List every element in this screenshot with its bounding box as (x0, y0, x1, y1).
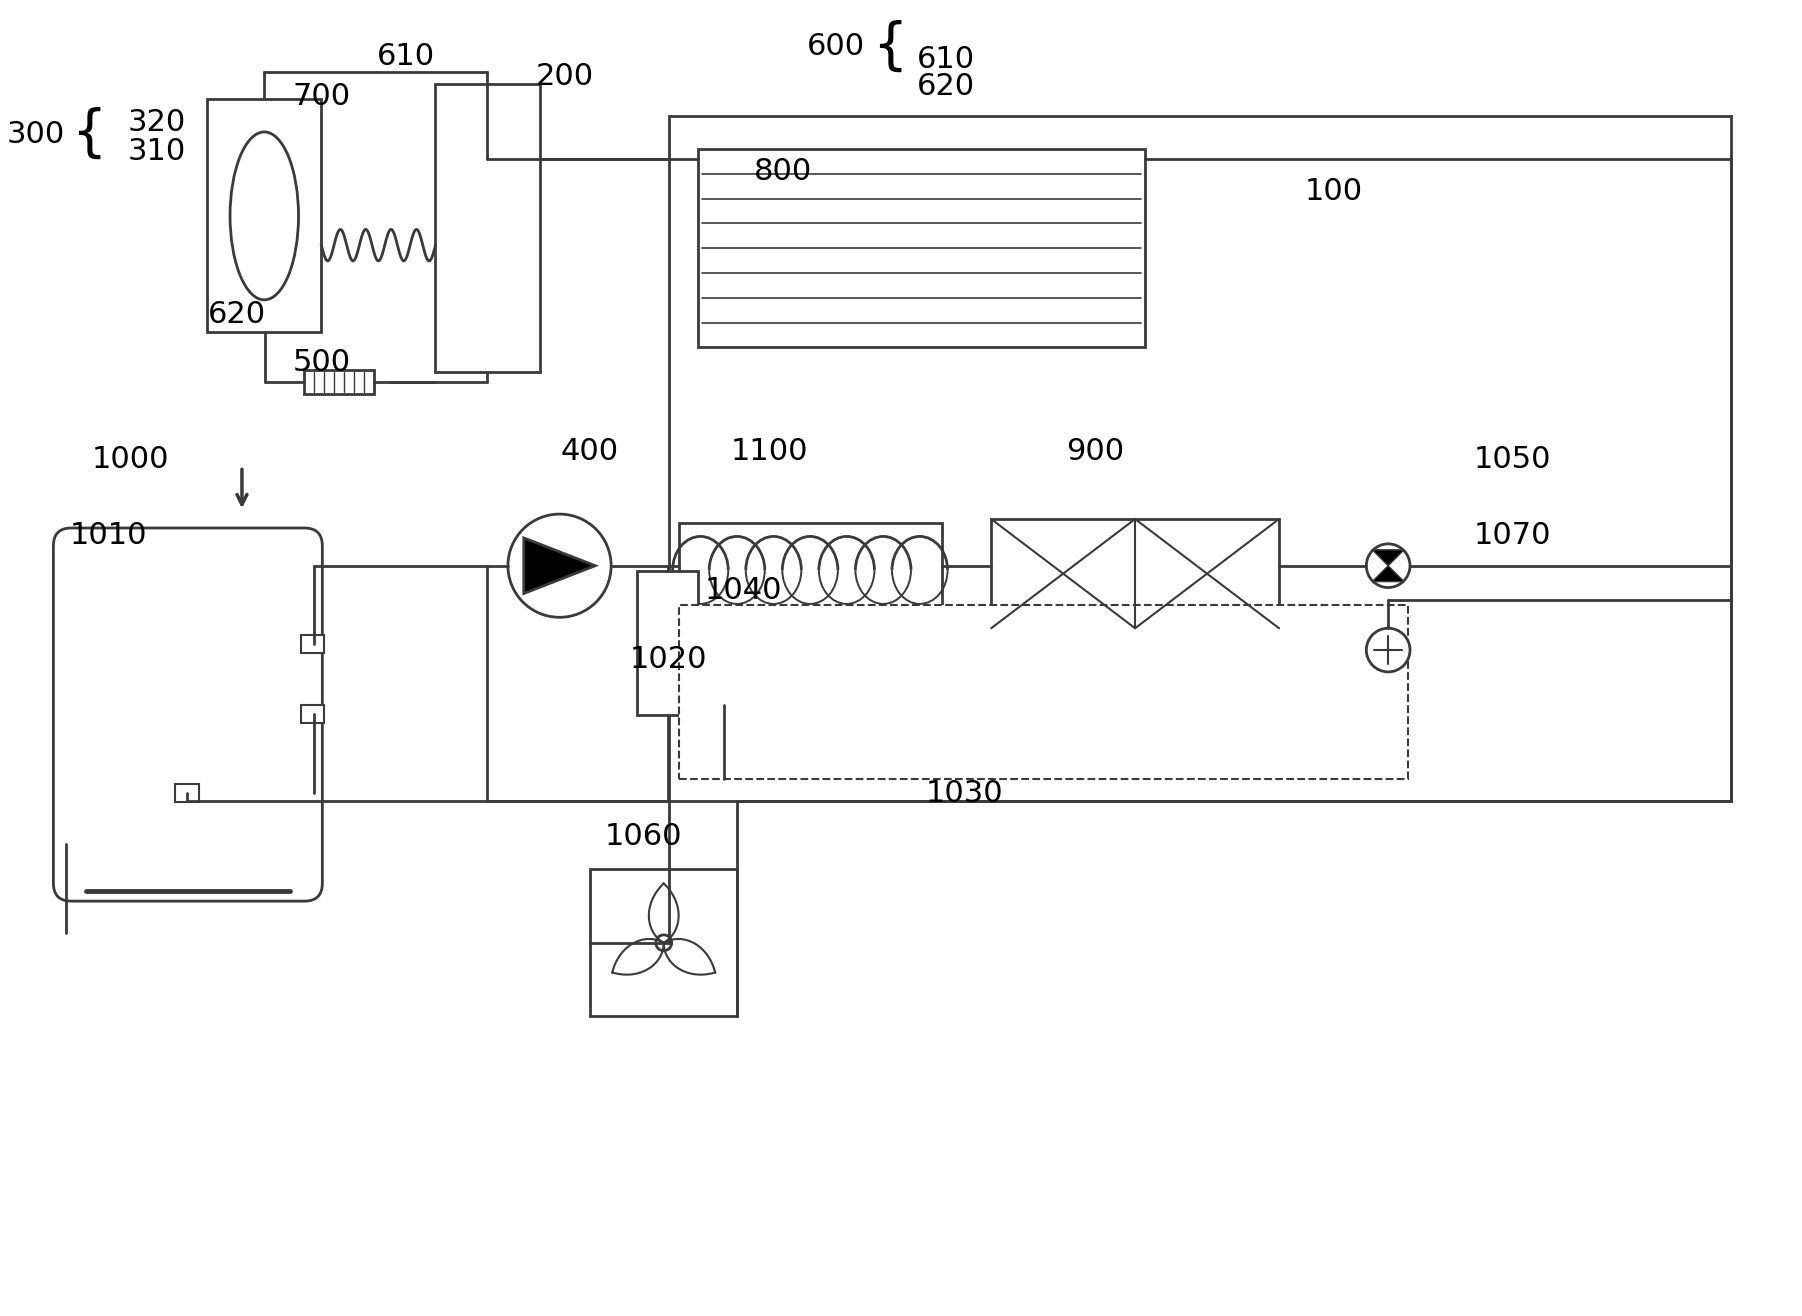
Bar (679, 605, 1407, 779)
Text: 1100: 1100 (732, 437, 809, 466)
Text: 700: 700 (292, 82, 350, 111)
Bar (636, 571, 699, 715)
Bar (301, 704, 324, 722)
Circle shape (508, 515, 611, 617)
Bar (175, 784, 200, 801)
Text: 610: 610 (917, 45, 975, 74)
Text: {: { (72, 107, 106, 161)
Text: 1040: 1040 (705, 576, 782, 605)
Bar (703, 616, 748, 704)
Bar (305, 370, 375, 393)
Text: 800: 800 (753, 157, 813, 187)
Bar (207, 99, 321, 333)
Text: 1010: 1010 (68, 521, 146, 550)
Text: 1020: 1020 (631, 645, 708, 675)
Text: 620: 620 (917, 72, 975, 101)
Text: {: { (872, 20, 908, 74)
Text: 1050: 1050 (1474, 445, 1552, 474)
Polygon shape (1373, 566, 1404, 582)
Text: 310: 310 (128, 137, 186, 166)
Circle shape (1366, 544, 1409, 587)
Bar (436, 84, 539, 372)
Text: 1000: 1000 (92, 445, 169, 474)
Text: 200: 200 (535, 62, 593, 91)
Text: 620: 620 (207, 300, 267, 329)
Text: 1070: 1070 (1474, 521, 1552, 550)
Text: 610: 610 (377, 42, 434, 71)
Text: 900: 900 (1067, 437, 1124, 466)
Bar (679, 522, 942, 617)
Circle shape (1366, 628, 1409, 672)
Bar (699, 149, 1144, 347)
Text: 300: 300 (7, 120, 65, 149)
Text: 1060: 1060 (605, 822, 683, 851)
Bar (669, 116, 1730, 801)
Text: 600: 600 (807, 32, 865, 61)
Ellipse shape (231, 132, 299, 300)
Text: 100: 100 (1305, 178, 1362, 207)
Text: 400: 400 (560, 437, 618, 466)
Circle shape (656, 934, 672, 950)
Bar (301, 636, 324, 653)
Text: 500: 500 (292, 347, 350, 376)
Text: 320: 320 (128, 108, 186, 137)
Bar (991, 519, 1279, 628)
Polygon shape (1373, 550, 1404, 566)
Bar (591, 870, 737, 1016)
Text: 1030: 1030 (926, 779, 1004, 808)
Polygon shape (524, 538, 595, 594)
FancyBboxPatch shape (54, 528, 323, 901)
